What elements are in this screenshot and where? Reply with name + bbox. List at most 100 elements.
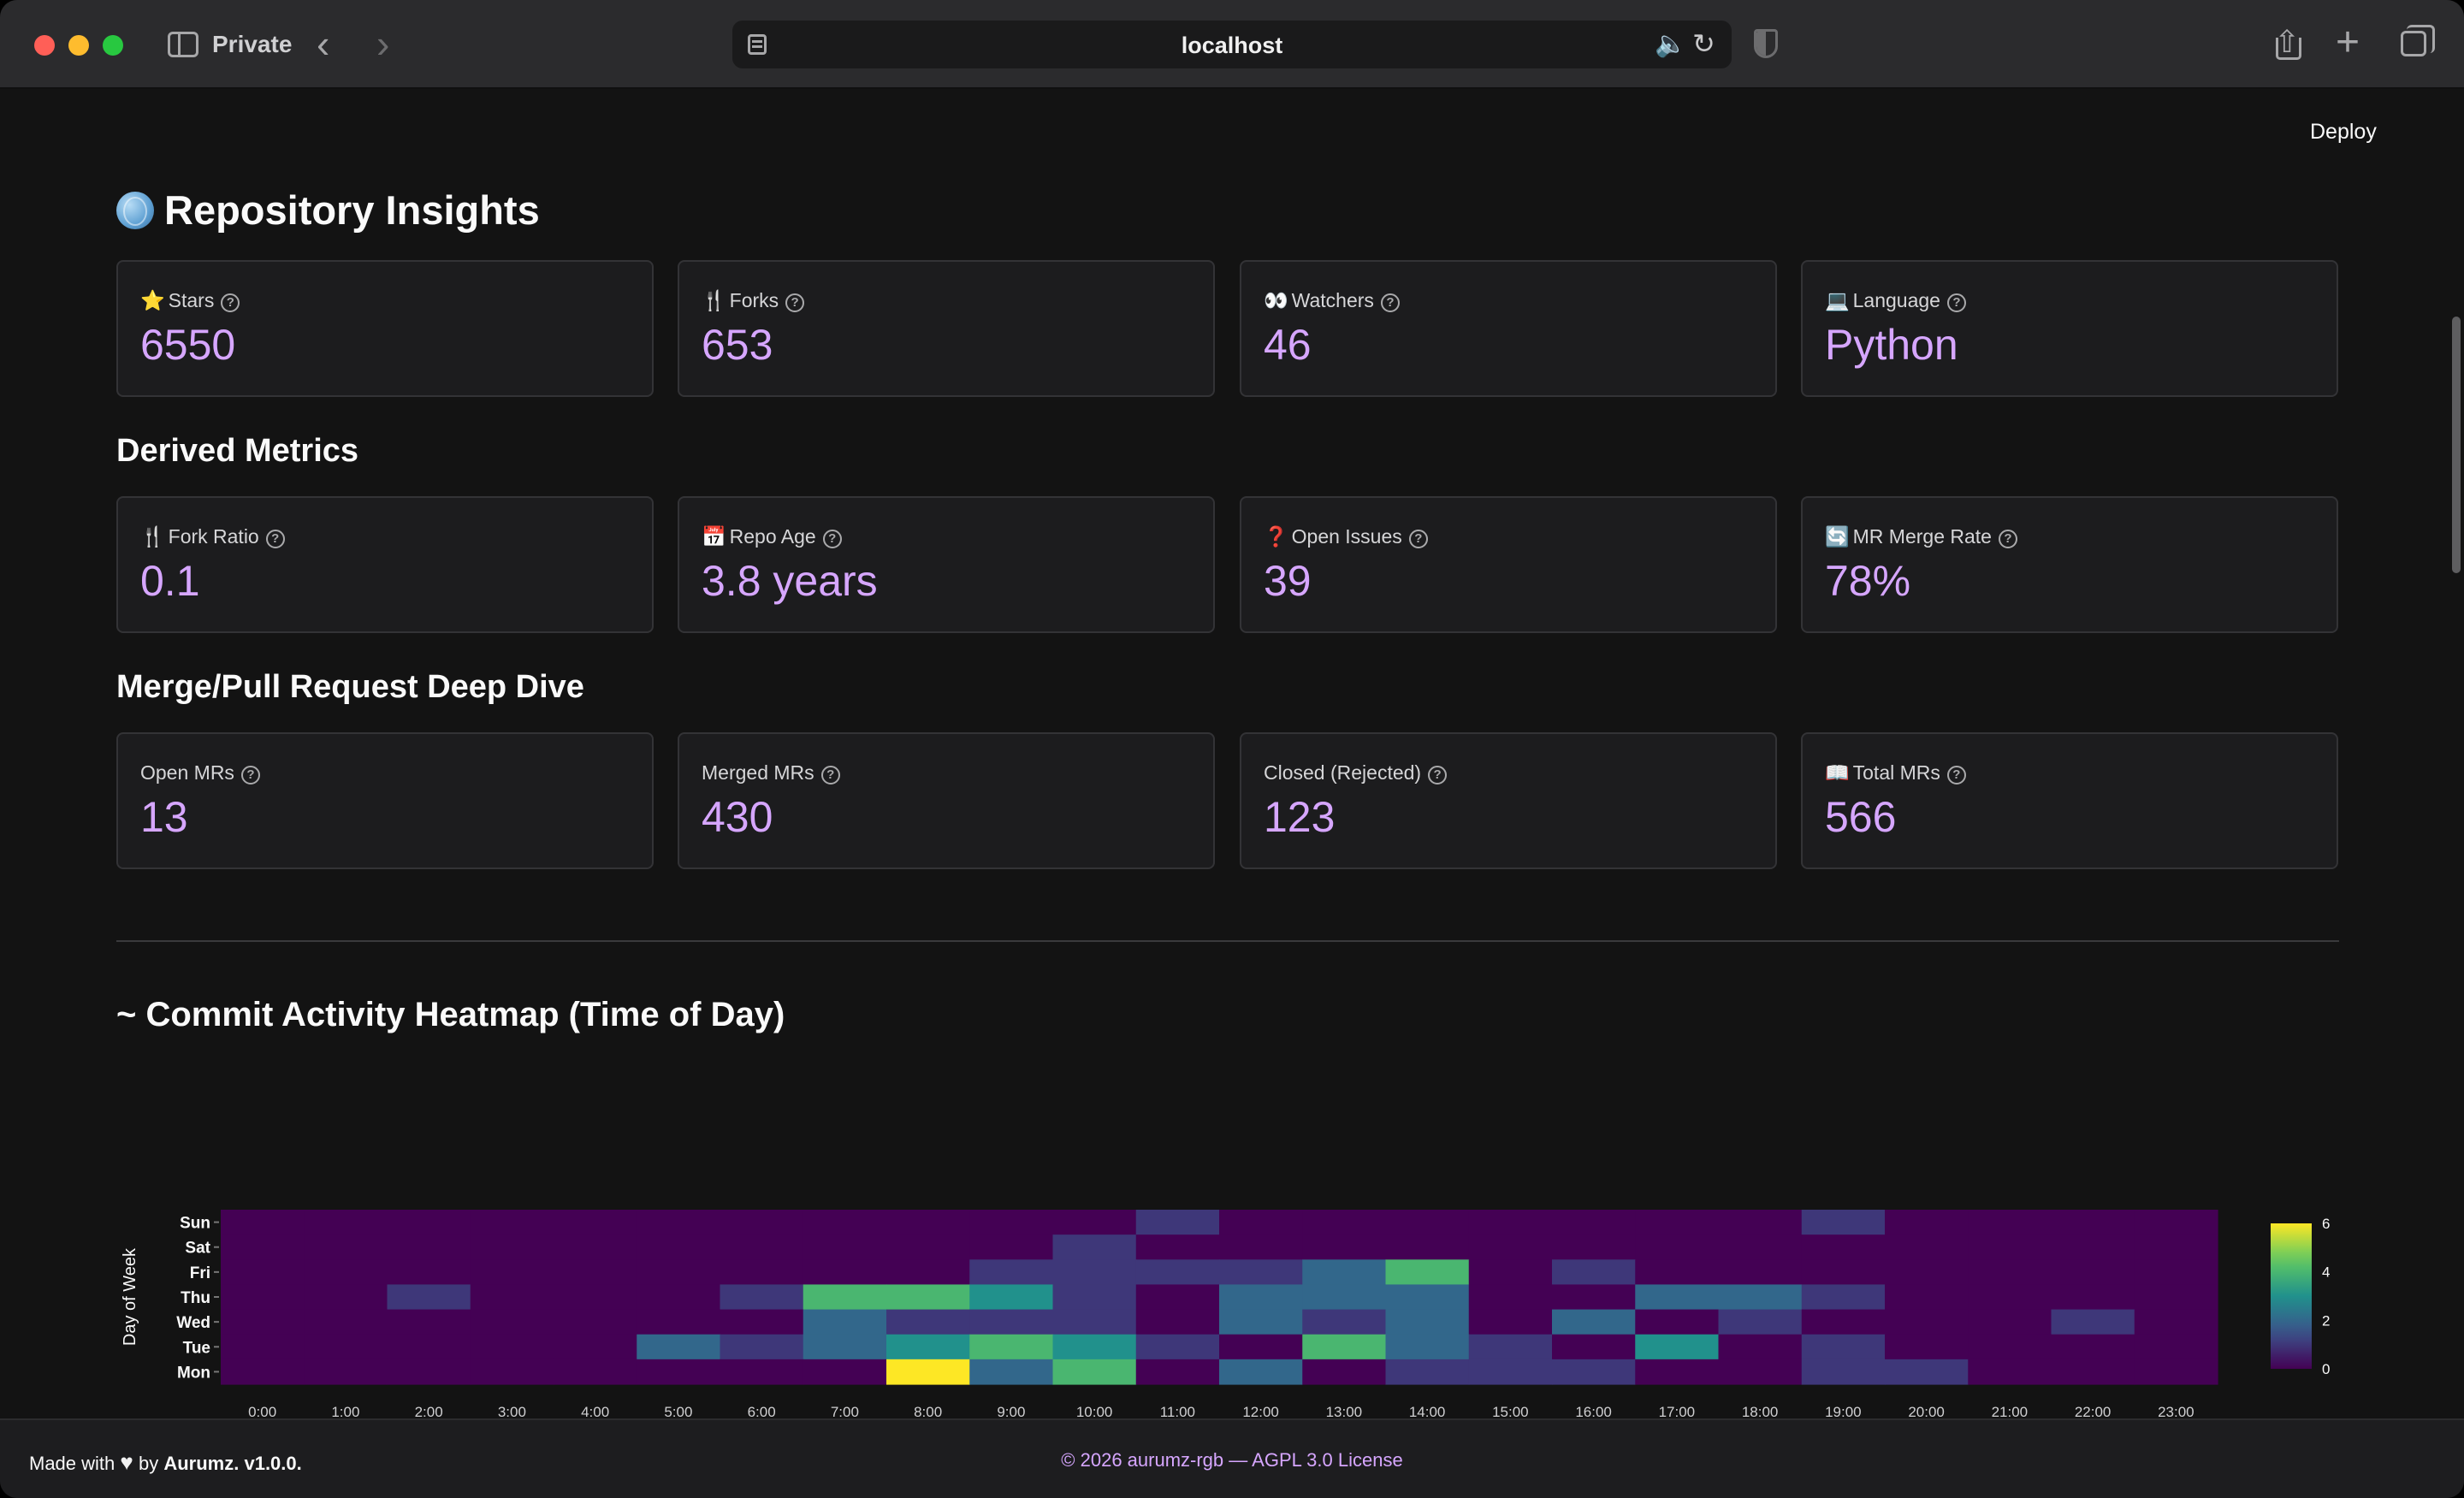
heatmap-cell bbox=[969, 1259, 1054, 1286]
heatmap-cell bbox=[1635, 1259, 1720, 1286]
x-tick-label: 7:00 bbox=[831, 1404, 859, 1418]
heatmap-cell bbox=[1219, 1235, 1303, 1260]
footer-license[interactable]: © 2026 aurumz-rgb — AGPL 3.0 License bbox=[1061, 1449, 1403, 1471]
colorbar-tick-label: 2 bbox=[2322, 1312, 2330, 1329]
colorbar-tick-label: 6 bbox=[2322, 1216, 2330, 1232]
minimize-window-button[interactable] bbox=[68, 35, 89, 56]
heatmap-cell bbox=[1135, 1334, 1220, 1360]
x-tick-label: 4:00 bbox=[581, 1404, 609, 1418]
heatmap-cell bbox=[1801, 1309, 1886, 1335]
metric-value: Python bbox=[1825, 321, 1958, 369]
heatmap-cell bbox=[1052, 1359, 1137, 1385]
metric-card-closed-mrs: Closed (Rejected)? 123 bbox=[1240, 732, 1777, 869]
heatmap-cell bbox=[1135, 1359, 1220, 1385]
help-icon[interactable]: ? bbox=[1998, 530, 2017, 548]
heatmap-cell bbox=[1552, 1235, 1636, 1260]
heatmap-cell bbox=[1968, 1334, 2052, 1360]
close-window-button[interactable] bbox=[34, 35, 55, 56]
help-icon[interactable]: ? bbox=[1946, 766, 1966, 785]
heatmap-cell bbox=[221, 1309, 305, 1335]
back-arrow-icon[interactable]: ‹ bbox=[317, 21, 330, 66]
heatmap-cell bbox=[1385, 1235, 1470, 1260]
heatmap-cell bbox=[803, 1210, 887, 1235]
heatmap-cell bbox=[1385, 1359, 1470, 1385]
metric-label: Watchers bbox=[1291, 289, 1374, 311]
heatmap-cell bbox=[304, 1235, 388, 1260]
colorbar-tick-label: 4 bbox=[2322, 1264, 2330, 1281]
heatmap-cell bbox=[720, 1359, 804, 1385]
colorbar bbox=[2271, 1223, 2312, 1369]
heatmap-cell bbox=[387, 1284, 471, 1311]
metric-card-open-issues: ❓ Open Issues? 39 bbox=[1240, 496, 1777, 633]
heatmap-cell bbox=[1468, 1359, 1553, 1385]
metric-label: Open Issues bbox=[1291, 525, 1402, 548]
heatmap-cell bbox=[720, 1235, 804, 1260]
metric-card-open-mrs: Open MRs? 13 bbox=[116, 732, 654, 869]
y-tick-label: Wed bbox=[176, 1314, 210, 1332]
privacy-shield-icon[interactable] bbox=[1754, 29, 1778, 58]
scrollbar[interactable] bbox=[2452, 317, 2461, 573]
heatmap-cell bbox=[1302, 1309, 1387, 1335]
help-icon[interactable]: ? bbox=[1408, 530, 1428, 548]
new-tab-icon[interactable]: + bbox=[2336, 20, 2360, 65]
heatmap-cell bbox=[886, 1334, 970, 1360]
heatmap-cell bbox=[969, 1334, 1054, 1360]
share-arrow-icon[interactable]: ⇧ bbox=[2274, 24, 2301, 59]
help-icon[interactable]: ? bbox=[1428, 766, 1448, 785]
page-title-text: Repository Insights bbox=[164, 187, 540, 233]
heatmap-cell bbox=[637, 1259, 721, 1286]
sidebar-toggle-icon[interactable] bbox=[168, 32, 198, 57]
x-tick-label: 16:00 bbox=[1575, 1404, 1612, 1418]
help-icon[interactable]: ? bbox=[1380, 293, 1400, 312]
heatmap-cell bbox=[1801, 1334, 1886, 1360]
deploy-button[interactable]: Deploy bbox=[2310, 120, 2377, 144]
heatmap-cell bbox=[969, 1210, 1054, 1235]
url-text[interactable]: localhost bbox=[1181, 33, 1283, 58]
heatmap-cell bbox=[886, 1309, 970, 1335]
heatmap-cell bbox=[1135, 1259, 1220, 1286]
share-icon[interactable] bbox=[2276, 38, 2301, 60]
help-icon[interactable]: ? bbox=[820, 766, 840, 785]
metric-label: Open MRs bbox=[140, 761, 234, 784]
x-tick-label: 22:00 bbox=[2075, 1404, 2112, 1418]
zoom-window-button[interactable] bbox=[103, 35, 123, 56]
globe-icon bbox=[116, 192, 154, 229]
heatmap-cell bbox=[304, 1284, 388, 1311]
commit-heatmap-chart[interactable]: Sun Sat Fri Thu Wed Tue Mon 0:00 1:00 2:00 3:00 4:0… bbox=[116, 1198, 2358, 1418]
x-tick-label: 15:00 bbox=[1492, 1404, 1529, 1418]
audio-playing-icon[interactable]: 🔈 bbox=[1655, 30, 1687, 58]
metric-value: 0.1 bbox=[140, 557, 200, 605]
heatmap-cell bbox=[720, 1259, 804, 1286]
heatmap-cell bbox=[1302, 1359, 1387, 1385]
help-icon[interactable]: ? bbox=[822, 530, 842, 548]
metric-value: 653 bbox=[702, 321, 773, 369]
heatmap-cell bbox=[2051, 1359, 2135, 1385]
page-menu-icon[interactable] bbox=[748, 34, 767, 55]
y-tick-label: Tue bbox=[183, 1339, 210, 1357]
heatmap-cell bbox=[637, 1210, 721, 1235]
heatmap-cell bbox=[1885, 1259, 1969, 1286]
reload-icon[interactable]: ↻ bbox=[1692, 28, 1715, 59]
heatmap-cell bbox=[1885, 1210, 1969, 1235]
heatmap-cell bbox=[1718, 1309, 1803, 1335]
help-icon[interactable]: ? bbox=[785, 293, 805, 312]
address-bar[interactable]: localhost 🔈 ↻ bbox=[732, 21, 1732, 68]
heatmap-cell bbox=[1385, 1284, 1470, 1311]
tab-overview-icon[interactable] bbox=[2401, 25, 2435, 56]
heatmap-cell bbox=[1635, 1284, 1720, 1311]
heatmap-cell bbox=[2134, 1334, 2218, 1360]
heatmap-cell bbox=[221, 1334, 305, 1360]
heatmap-cell bbox=[1718, 1359, 1803, 1385]
help-icon[interactable]: ? bbox=[221, 293, 240, 312]
x-tick-label: 3:00 bbox=[498, 1404, 526, 1418]
metric-value: 566 bbox=[1825, 793, 1897, 841]
help-icon[interactable]: ? bbox=[265, 530, 285, 548]
forward-arrow-icon[interactable]: › bbox=[376, 21, 390, 66]
help-icon[interactable]: ? bbox=[1946, 293, 1966, 312]
heatmap-cell bbox=[720, 1210, 804, 1235]
heatmap-cell bbox=[1801, 1235, 1886, 1260]
y-tick-label: Mon bbox=[177, 1364, 210, 1382]
heatmap-cell bbox=[1552, 1210, 1636, 1235]
help-icon[interactable]: ? bbox=[240, 766, 260, 785]
